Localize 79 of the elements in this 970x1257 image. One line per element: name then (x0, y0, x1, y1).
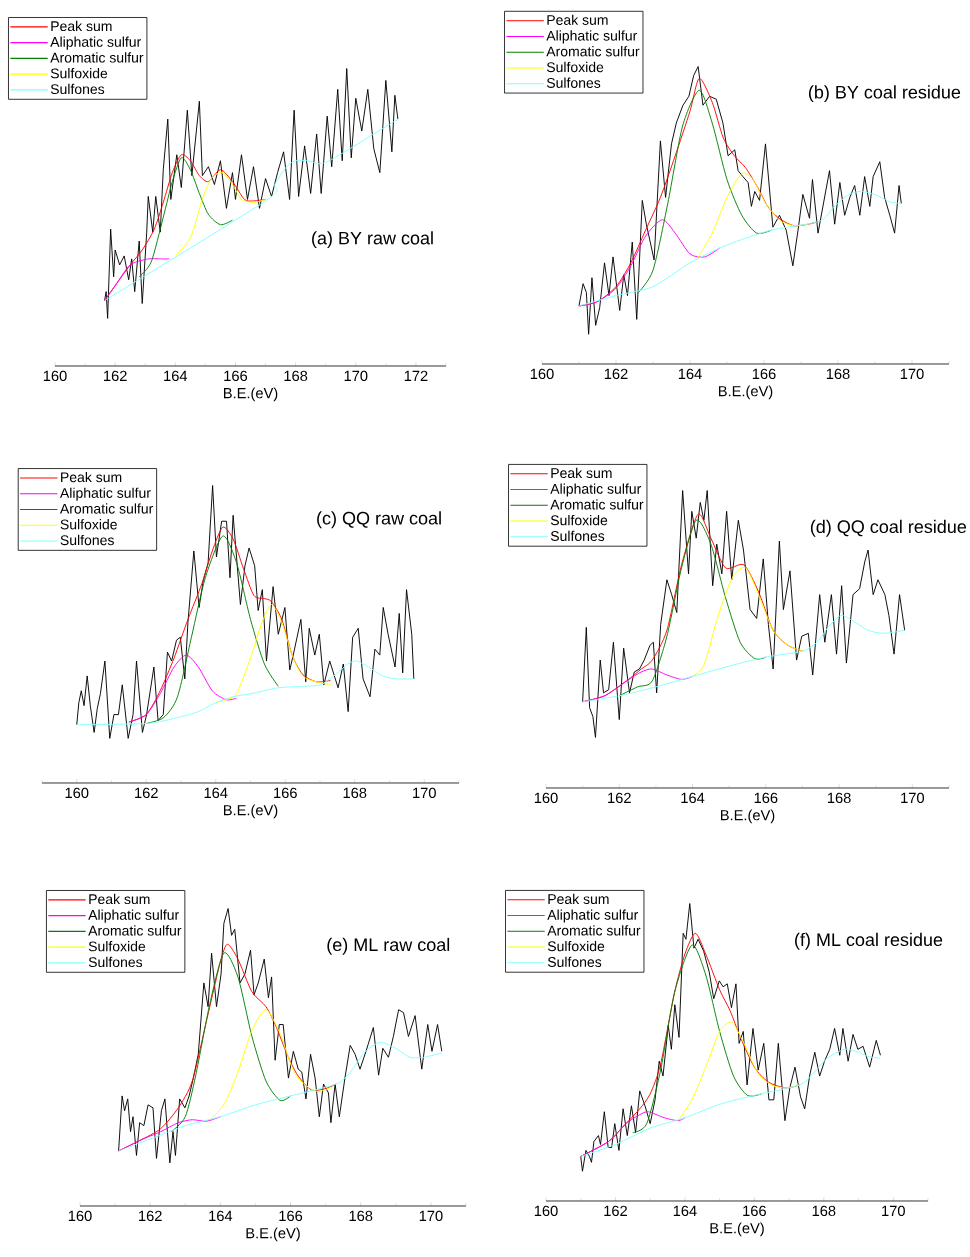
x-axis-title: B.E.(eV) (719, 385, 773, 400)
legend-label: Peak sum (89, 893, 150, 905)
legend-label: Sulfones (550, 530, 605, 542)
legend-label: Aliphatic sulfur (547, 909, 639, 923)
legend-label: Peak sum (51, 20, 112, 32)
legend-label: Peak sum (547, 14, 608, 25)
x-tick-label: 162 (604, 1205, 627, 1217)
legend-label: Aromatic sulfur (59, 503, 154, 514)
x-tick-label: 168 (349, 1210, 373, 1222)
legend-label: Aliphatic sulfur (59, 487, 151, 501)
x-tick-label: 166 (279, 1210, 303, 1222)
legend-label: Aliphatic sulfur (88, 909, 179, 923)
x-tick-label: 164 (681, 792, 705, 804)
text: (c) QQ raw coal (317, 511, 441, 529)
legend-label: Sulfoxide (546, 61, 604, 73)
x-tick-label: 166 (274, 787, 297, 799)
legend-label: Aromatic sulfur (546, 46, 640, 57)
x-tick-label: 160 (534, 792, 558, 804)
legend-label: Sulfoxide (547, 940, 605, 952)
x-tick-label: 170 (419, 1210, 443, 1222)
x-tick-label: 164 (678, 368, 702, 380)
x-tick-label: 164 (673, 1205, 697, 1217)
x-tick-label: 160 (534, 1205, 558, 1217)
legend-label: Peak sum (551, 467, 612, 479)
legend-label: Peak sum (61, 471, 122, 483)
x-tick-label: 168 (812, 1205, 836, 1217)
x-tick-label: 164 (209, 1210, 233, 1222)
x-tick-label: 168 (827, 792, 851, 804)
x-tick-label: 170 (413, 787, 436, 799)
legend-label: Sulfoxide (50, 68, 108, 79)
x-tick-label: 164 (204, 787, 228, 799)
x-tick-label: 160 (65, 787, 89, 799)
x-axis-title: B.E.(eV) (721, 809, 775, 824)
x-tick-label: 166 (754, 792, 778, 804)
x-tick-label: 160 (530, 368, 554, 380)
legend-label: Aliphatic sulfur (546, 30, 638, 44)
x-tick-label: 170 (900, 368, 924, 380)
x-tick-label: 170 (882, 1205, 905, 1217)
x-tick-label: 170 (901, 792, 925, 804)
legend-label: Aromatic sulfur (547, 925, 641, 936)
x-tick-label: 168 (284, 370, 308, 382)
x-tick-label: 160 (43, 370, 67, 382)
legend-label: Sulfones (547, 956, 602, 968)
text: (a) BY raw coal (312, 231, 433, 249)
legend-label: Aliphatic sulfur (50, 36, 141, 50)
text: (b) BY coal residue (808, 85, 961, 103)
x-tick-label: 166 (224, 370, 248, 382)
legend-label: Sulfoxide (60, 519, 117, 530)
x-tick-label: 168 (343, 787, 367, 799)
legend-label: Sulfones (60, 534, 114, 546)
legend-label: Sulfones (546, 77, 601, 88)
x-tick-label: 166 (752, 368, 776, 380)
legend-label: Aliphatic sulfur (550, 483, 642, 497)
legend-label: Sulfoxide (88, 941, 146, 952)
x-axis-title: B.E.(eV) (246, 1227, 300, 1242)
x-tick-label: 162 (104, 370, 127, 382)
x-tick-label: 162 (139, 1210, 162, 1222)
legend-label: Peak sum (548, 893, 609, 905)
x-tick-label: 162 (604, 368, 628, 380)
x-axis-title: B.E.(eV) (710, 1222, 764, 1237)
legend-label: Aromatic sulfur (550, 499, 644, 510)
legend-label: Sulfones (50, 83, 105, 95)
text: (e) ML raw coal (327, 937, 450, 955)
legend-label: Aromatic sulfur (88, 925, 182, 936)
x-axis-title: B.E.(eV) (224, 804, 278, 819)
text: (d) QQ coal residue (810, 519, 967, 537)
x-tick-label: 162 (608, 792, 631, 804)
legend-label: Sulfones (88, 956, 143, 968)
x-axis-title: B.E.(eV) (224, 387, 278, 402)
x-tick-label: 172 (404, 370, 428, 381)
x-tick-label: 164 (164, 370, 188, 382)
x-tick-label: 168 (826, 368, 850, 380)
x-tick-label: 170 (344, 370, 368, 382)
x-tick-label: 166 (743, 1205, 766, 1217)
legend-label: Aromatic sulfur (50, 52, 144, 63)
legend-label: Sulfoxide (550, 514, 608, 526)
text: (f) ML coal residue (795, 932, 943, 950)
x-tick-label: 160 (68, 1210, 92, 1222)
x-tick-label: 162 (135, 787, 158, 799)
